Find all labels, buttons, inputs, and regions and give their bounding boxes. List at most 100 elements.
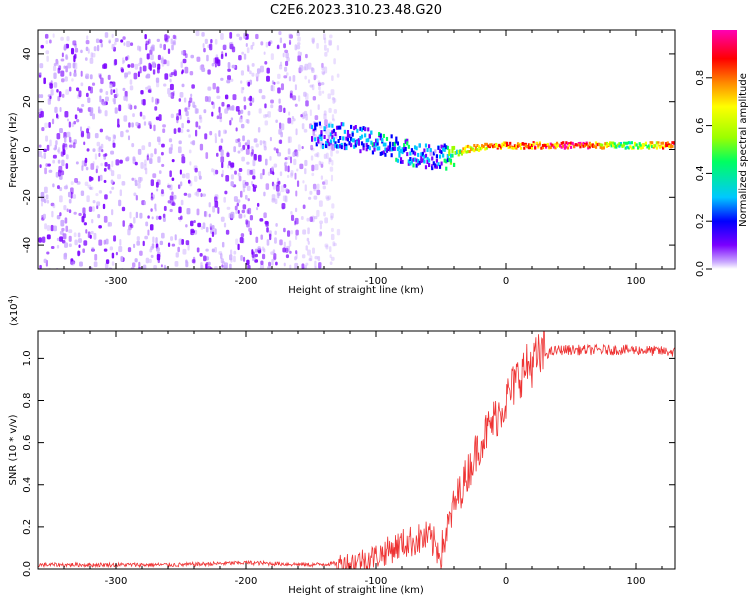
spectrogram-noise-cell [86,35,89,40]
spectrogram-noise-cell [273,163,278,168]
spectrogram-noise-cell [321,82,325,86]
spectrogram-noise-cell [330,212,334,219]
spectrogram-ridge-cell [320,136,323,141]
spectrogram-noise-cell [152,236,155,244]
spectrogram-noise-cell [166,60,170,67]
spectrogram-ridge-cell [401,150,404,155]
spectrogram-noise-cell [80,70,83,77]
spectrogram-noise-cell [155,215,159,221]
spectrogram-ridge-cell [368,133,371,138]
spectrogram-noise-cell [220,253,223,260]
spectrogram-ridge-cell [323,135,326,140]
spectrogram-noise-cell [49,83,53,89]
spectrogram-noise-cell [70,181,74,186]
spectrogram-ridge-cell [599,145,602,149]
spectrogram-ridge-cell [442,147,445,152]
spectrogram-ridge-cell [488,143,492,147]
spectrogram-noise-cell [214,39,218,45]
spectrogram-noise-cell [297,36,301,42]
spectrogram-noise-cell [104,32,109,38]
spectrogram-noise-cell [257,249,262,254]
spectrogram-noise-cell [46,199,50,204]
spectrogram-noise-cell [317,263,321,269]
spectrogram-noise-cell [247,264,251,269]
spectrogram-noise-cell [181,173,186,179]
spectrogram-noise-cell [314,255,319,260]
spectrogram-ridge-cell [534,146,537,150]
spectrogram-noise-cell [237,172,241,177]
spectrogram-noise-cell [331,203,335,209]
spectrogram-noise-cell [181,71,184,75]
spectrogram-noise-cell [313,74,318,79]
spectrogram-noise-cell [232,94,237,101]
spectrogram-noise-cell [230,181,234,187]
spectrogram-ridge-cell [413,145,417,150]
spectrogram-noise-cell [46,55,49,62]
spectrogram-ridge-cell [641,143,644,147]
spectrogram-noise-cell [335,150,339,154]
spectrogram-noise-cell [299,65,304,72]
spectrogram-ridge-cell [626,145,629,149]
spectrogram-noise-cell [191,230,196,234]
spectrogram-noise-cell [150,54,154,61]
spectrogram-noise-cell [251,72,255,77]
spectrogram-ridge-cell [566,142,570,146]
spectrogram-noise-cell [58,65,62,71]
spectrogram-noise-cell [53,72,57,80]
spectrogram-ridge-cell [593,144,596,148]
spectrogram-noise-cell [121,206,126,212]
spectrogram-ridge-cell [601,143,604,147]
spectrogram-noise-cell [153,124,156,132]
spectrogram-noise-cell [285,188,289,193]
spectrogram-noise-cell [61,78,65,83]
spectrogram-noise-cell [307,240,310,245]
spectrogram-ridge-cell [331,135,334,140]
spectrogram-noise-cell [50,89,54,96]
spectrogram-ridge-cell [487,144,490,148]
spectrogram-ridge-cell [591,144,594,148]
spectrogram-noise-cell [123,95,127,101]
spectrogram-noise-cell [205,248,209,252]
spectrogram-ridge-cell [431,156,434,161]
spectrogram-ridge-cell [442,153,445,158]
spectrogram-noise-cell [208,213,211,218]
spectrogram-noise-cell [195,30,200,37]
spectrogram-noise-cell [310,144,314,151]
spectrogram-noise-cell [215,152,219,157]
spectrogram-ridge-cell [328,134,331,139]
spectrogram-noise-cell [233,250,237,255]
spectrogram-noise-cell [142,264,147,269]
spectrogram-noise-cell [49,95,52,100]
spectrogram-noise-cell [82,248,85,254]
spectrogram-noise-cell [201,67,206,73]
spectrogram-ridge-cell [651,145,654,149]
spectrogram-noise-cell [214,169,219,175]
spectrogram-noise-cell [224,130,227,134]
spectrogram-noise-cell [239,190,243,198]
spectrogram-noise-cell [259,65,264,73]
spectrogram-noise-cell [247,207,252,215]
spectrogram-noise-cell [58,169,61,177]
spectrogram-noise-cell [236,199,241,204]
spectrogram-ridge-cell [381,151,384,156]
spectrogram-heatmap [38,30,675,269]
spectrogram-noise-cell [324,243,329,248]
spectrogram-noise-cell [208,237,212,243]
spectrogram-noise-cell [328,40,332,46]
spectrogram-noise-cell [130,42,134,46]
spectrogram-noise-cell [286,174,290,178]
spectrogram-ridge-cell [415,158,418,163]
spectrogram-ridge-cell [495,143,498,147]
spectrogram-noise-cell [44,167,47,175]
spectrogram-ridge-cell [374,138,378,143]
spectrogram-noise-cell [163,264,167,269]
spectrogram-noise-cell [204,96,209,102]
spectrogram-noise-cell [38,93,41,99]
spectrogram-ridge-cell [353,144,356,149]
spectrogram-noise-cell [243,256,246,262]
spectrogram-noise-cell [263,212,267,219]
spectrogram-noise-cell [98,225,102,229]
spectrogram-noise-cell [316,183,320,190]
spectrogram-noise-cell [180,61,183,69]
